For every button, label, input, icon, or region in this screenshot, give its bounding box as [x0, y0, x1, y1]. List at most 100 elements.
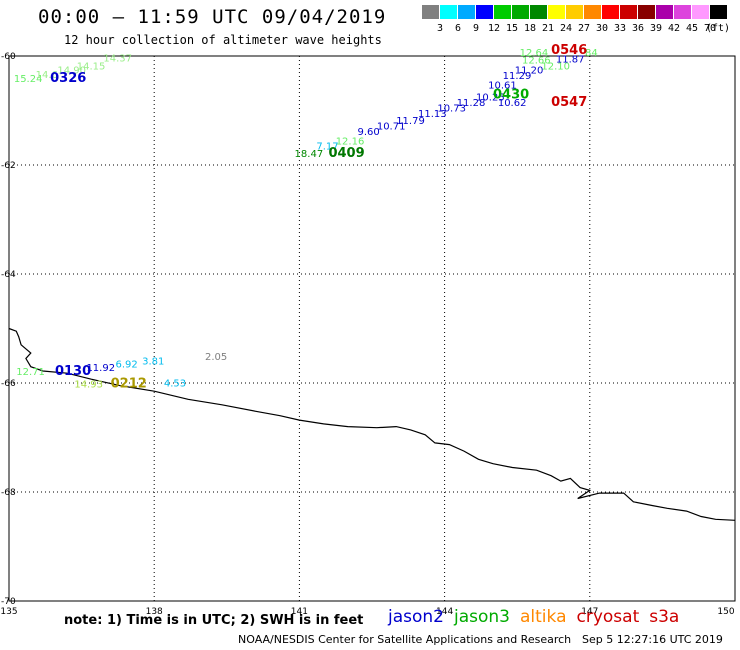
wave-height-label: 10.61 — [488, 81, 517, 92]
lat-tick-label: -66 — [1, 379, 16, 389]
wave-height-label: 11.29 — [503, 71, 532, 82]
scale-unit: (ft) — [706, 23, 731, 34]
scale-label: 36 — [631, 23, 645, 34]
satellite-legend-item: jason3 — [454, 607, 510, 627]
scale-swatch — [512, 5, 529, 19]
scale-swatch — [710, 5, 727, 19]
wave-height-label: 15.24 — [14, 74, 43, 85]
scale-label: 33 — [613, 23, 627, 34]
satellite-legend-item: cryosat — [576, 607, 640, 627]
scale-swatch — [620, 5, 637, 19]
wave-height-label: 6.92 — [115, 360, 137, 371]
scale-label: 27 — [577, 23, 591, 34]
wave-height-label: 10.62 — [498, 98, 527, 109]
pass-time-label: 0547 — [551, 95, 587, 110]
scale-label: 24 — [559, 23, 573, 34]
satellite-legend-item: s3a — [649, 607, 680, 627]
scale-label: 6 — [454, 23, 462, 34]
pass-time-label: 0409 — [328, 146, 364, 161]
axis-tick-labels: 135 138 141 144 147 150 -60 -62 -64 -66 -68 -70 — [0, 52, 734, 617]
footer-credit: NOAA/NESDIS Center for Satellite Applica… — [238, 633, 723, 646]
wave-height-label: 3.81 — [142, 356, 164, 367]
wave-height-label: 11.87 — [556, 55, 585, 66]
scale-label: 39 — [649, 23, 663, 34]
lon-tick-label: 141 — [291, 607, 308, 617]
lat-tick-label: -68 — [1, 488, 16, 498]
scale-swatch — [674, 5, 691, 19]
scale-label: 45 — [685, 23, 699, 34]
pass-time-label: 0326 — [50, 71, 86, 86]
wave-height-label: 84 — [585, 48, 598, 59]
scale-swatch — [566, 5, 583, 19]
wave-height-label: 11.13 — [418, 109, 447, 120]
pass-time-label: 0430 — [493, 88, 529, 103]
wave-height-label: 12.71 — [16, 367, 45, 378]
wave-height-label: 7.17 — [316, 142, 338, 153]
wave-height-label: 11.92 — [86, 363, 115, 374]
graticule — [9, 56, 735, 601]
lat-tick-label: -60 — [1, 52, 16, 62]
wave-height-label: 14.6 — [36, 70, 58, 81]
wave-height-label: 10.25 — [476, 93, 505, 104]
scale-swatch — [476, 5, 493, 19]
scale-swatch — [638, 5, 655, 19]
scale-swatch — [422, 5, 439, 19]
satellite-legend-item: altika — [520, 607, 567, 627]
scale-label: 30 — [595, 23, 609, 34]
wave-height-label: 12.64 — [520, 48, 549, 59]
wave-height-label: 14.93 — [74, 379, 103, 390]
wave-height-label: 2.05 — [205, 352, 227, 363]
wave-height-label: 12.10 — [541, 62, 570, 73]
page-subtitle: 12 hour collection of altimeter wave hei… — [64, 33, 382, 47]
scale-swatch — [440, 5, 457, 19]
page-title: 00:00 — 11:59 UTC 09/04/2019 — [38, 6, 387, 28]
wave-height-label: 9.60 — [357, 127, 379, 138]
wave-height-label: 11.20 — [515, 65, 544, 76]
scale-swatch — [692, 5, 709, 19]
lat-tick-label: -64 — [1, 270, 16, 280]
wave-height-label: 11.79 — [396, 116, 425, 127]
lon-tick-label: 147 — [581, 607, 598, 617]
scale-label: 42 — [667, 23, 681, 34]
generated-timestamp: Sep 5 12:27:16 UTC 2019 — [582, 633, 723, 646]
wave-height-label: 10.73 — [437, 104, 466, 115]
scale-swatch — [530, 5, 547, 19]
scale-label: 12 — [487, 23, 501, 34]
scale-label: 9 — [472, 23, 480, 34]
scale-swatch — [584, 5, 601, 19]
lon-tick-label: 150 — [717, 607, 734, 617]
wave-height-label: 14.15 — [77, 62, 106, 73]
lat-tick-label: -62 — [1, 161, 16, 171]
lat-tick-label: -70 — [1, 597, 16, 607]
scale-label: 21 — [541, 23, 555, 34]
antarctic-coastline — [8, 327, 736, 521]
lon-tick-label: 138 — [146, 607, 163, 617]
pass-time-label: 0212 — [111, 376, 147, 391]
scale-swatch — [656, 5, 673, 19]
wave-height-label: 12.16 — [336, 136, 365, 147]
wave-height-label: 14.90 — [57, 65, 86, 76]
satellite-legend: jason2 jason3 altika cryosat s3a — [388, 607, 689, 627]
scale-label: 18 — [523, 23, 537, 34]
wave-height-label: 14.37 — [103, 53, 132, 64]
pass-time-label: 0546 — [551, 43, 587, 58]
satellite-legend-item: jason2 — [388, 607, 444, 627]
scale-swatch — [602, 5, 619, 19]
lon-tick-label: 135 — [0, 607, 17, 617]
wave-height-label: 10.71 — [377, 122, 406, 133]
lon-tick-label: 144 — [436, 607, 453, 617]
wave-height-label: 11.28 — [457, 98, 486, 109]
footer-note: note: 1) Time is in UTC; 2) SWH is in fe… — [64, 613, 364, 628]
scale-swatch — [458, 5, 475, 19]
wave-height-label: 18.47 — [295, 149, 324, 160]
scale-swatch — [548, 5, 565, 19]
credit-text: NOAA/NESDIS Center for Satellite Applica… — [238, 633, 572, 646]
scale-label: 70 — [703, 23, 717, 34]
scale-label: 15 — [505, 23, 519, 34]
wave-height-label: 4.53 — [164, 378, 186, 389]
scale-swatch — [494, 5, 511, 19]
wave-height-label: 12.66 — [522, 56, 551, 67]
pass-time-label: 0130 — [55, 364, 91, 379]
